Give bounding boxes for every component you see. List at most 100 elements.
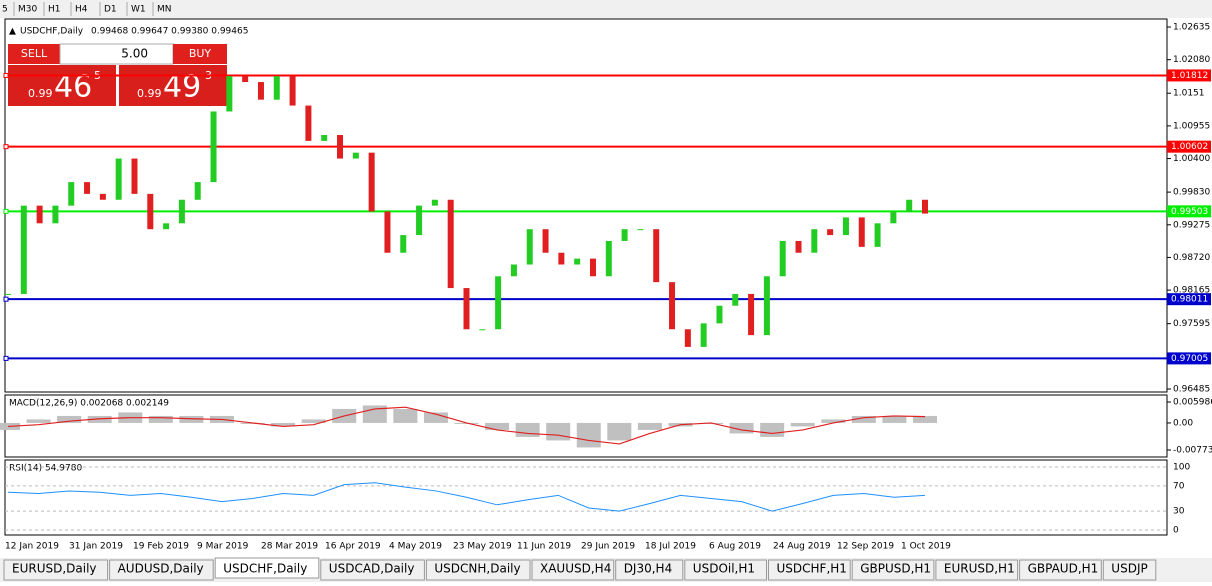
ask-prefix: 0.99 [137,87,162,100]
buy-button[interactable] [173,44,227,64]
x-tick-label: 28 Mar 2019 [261,542,318,552]
macd-title: MACD(12,26,9) 0.002068 0.002149 [9,399,169,409]
tab[interactable] [531,559,615,581]
tab[interactable] [109,559,214,581]
x-tick-label: 12 Jan 2019 [5,542,59,552]
level-label: 1.00602 [1171,142,1208,152]
level-handle [3,208,9,214]
y-tick-label: 0.99830 [1173,188,1210,198]
candle [542,229,549,253]
x-tick-label: 19 Feb 2019 [133,542,189,552]
candle [131,158,138,194]
candle [858,217,865,247]
macd-bar [148,415,173,423]
macd-bar [637,422,662,430]
candle [5,293,11,295]
candle [605,240,612,277]
timeframe-button[interactable]: W1 [131,5,146,15]
y-tick-label: 1.00400 [1173,154,1210,164]
timeframe-button[interactable]: MN [157,5,172,15]
tab-label: USDOil,H1 [693,562,755,576]
x-tick-label: 16 Apr 2019 [325,542,381,552]
tab[interactable] [3,559,109,581]
candle [653,229,660,283]
candle [526,229,533,265]
tab[interactable] [768,559,851,581]
x-tick-label: 6 Aug 2019 [709,542,761,552]
tab[interactable] [1102,559,1157,581]
y-tick-label: 0.97595 [1173,319,1210,329]
candle [479,329,486,331]
level-handle [3,144,9,150]
candle [178,199,185,224]
tab[interactable] [214,557,320,579]
macd-bar [851,415,876,423]
macd-bar [882,415,907,423]
candle [257,82,264,100]
x-tick-label: 11 Jun 2019 [517,542,571,552]
tab[interactable] [851,559,935,581]
y-tick-label: 1.00955 [1173,121,1210,131]
y-tick-label: 1.02080 [1173,55,1210,65]
macd-tick-label: 0.00 [1173,418,1193,428]
candle [732,293,739,306]
rsi-title: RSI(14) 54.9780 [9,464,82,474]
tab[interactable] [615,559,684,581]
candle [906,199,913,212]
tab[interactable] [320,559,425,581]
tab[interactable] [684,559,767,581]
macd-bar [26,419,51,423]
triangle: ▲ [9,27,16,37]
y-tick-label: 1.02635 [1173,23,1210,33]
timeframe-button[interactable]: M30 [18,5,37,15]
candle [827,229,834,236]
sell-label: SELL [21,47,48,60]
candle [400,235,407,253]
candle [352,152,359,159]
y-tick-label: 0.99275 [1173,220,1210,230]
candle [558,252,565,265]
macd-bar [271,422,296,427]
candle [163,223,170,230]
candle [890,211,897,224]
y-tick-label: 0.98720 [1173,253,1210,263]
candle [226,76,233,112]
bid-box[interactable] [8,65,116,106]
timeframe-button[interactable]: D1 [104,5,117,15]
x-tick-label: 18 Jul 2019 [645,542,696,552]
toolbar [0,0,1212,18]
timeframe-button[interactable]: H1 [48,5,61,15]
candle [669,282,676,330]
level-label: 0.98011 [1171,295,1208,305]
ask-box[interactable] [119,65,227,106]
tab[interactable] [425,559,531,581]
candle [874,223,881,247]
tab[interactable] [935,559,1019,581]
tab[interactable] [1019,559,1102,581]
macd-tick-label: 0.005986 [1173,398,1212,408]
x-tick-label: 4 May 2019 [389,542,442,552]
ohlc: 0.99468 0.99647 0.99380 0.99465 [91,27,248,37]
timeframe-button[interactable]: 5 [2,5,8,15]
macd-bar [913,415,937,423]
level-label-bg [1167,293,1211,306]
rsi-tick-label: 0 [1173,526,1179,536]
timeframe-button[interactable]: H4 [75,5,88,15]
volume-field[interactable] [59,43,174,65]
x-tick-label: 23 May 2019 [453,542,512,552]
tab-label: EURUSD,H1 [944,562,1015,576]
macd-signal [7,406,926,445]
level-label: 1.01812 [1171,71,1208,81]
candle [384,211,391,253]
candle [194,182,201,200]
macd-bar [515,422,540,437]
rsi-line [7,482,926,512]
level-label: 0.99503 [1171,207,1208,217]
level-label-bg [1167,352,1211,365]
macd-bar [87,415,112,423]
macd-bar [57,415,82,423]
candle [368,152,375,212]
sell-button[interactable] [8,44,60,64]
candle [337,135,344,159]
